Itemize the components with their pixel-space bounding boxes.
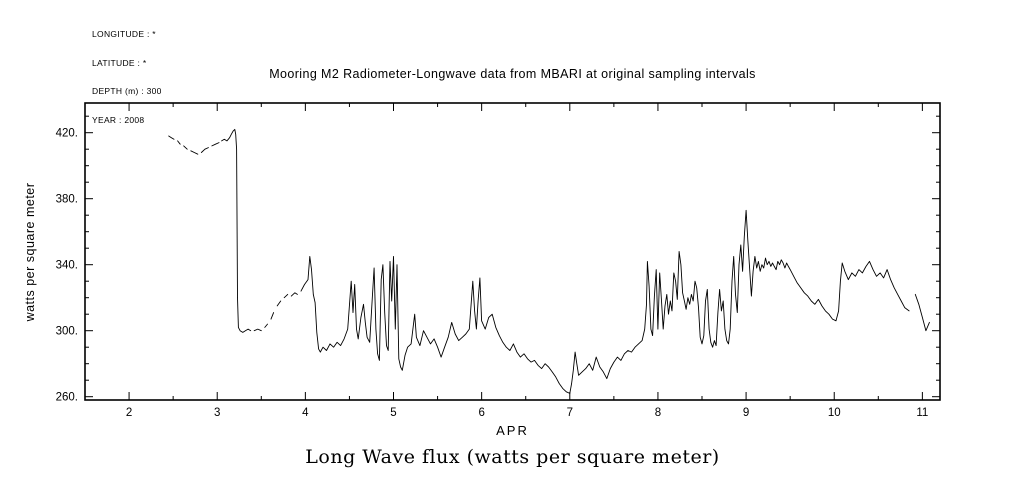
plot-frame	[84, 102, 941, 401]
x-tick-label: 9	[743, 407, 749, 419]
x-tick-label: 5	[390, 407, 396, 419]
x-tick-label: 11	[916, 407, 928, 419]
metadata-line-depth: DEPTH (m) : 300	[92, 86, 162, 96]
x-tick-label: 8	[655, 407, 661, 419]
y-tick-label: 300.	[56, 326, 78, 338]
x-tick-label: 3	[214, 407, 220, 419]
x-tick-label: 7	[567, 407, 573, 419]
x-tick-label: 6	[478, 407, 484, 419]
metadata-block: LONGITUDE : * LATITUDE : * DEPTH (m) : 3…	[92, 11, 162, 144]
y-tick-label: 260.	[56, 392, 78, 404]
x-axis-label: APR	[496, 423, 529, 438]
x-tick-label: 2	[126, 407, 132, 419]
y-tick-label: 420.	[56, 128, 78, 140]
series-line	[168, 128, 930, 394]
x-tick-label: 4	[302, 407, 309, 419]
metadata-line-longitude: LONGITUDE : *	[92, 29, 156, 39]
y-tick-label: 380.	[56, 194, 78, 206]
metadata-line-latitude: LATITUDE : *	[92, 57, 147, 68]
y-tick-label: 340.	[56, 260, 78, 272]
chart-title: Mooring M2 Radiometer-Longwave data from…	[269, 67, 756, 81]
x-tick-label: 10	[828, 407, 841, 419]
metadata-line-year: YEAR : 2008	[92, 114, 145, 125]
figure-caption: Long Wave flux (watts per square meter)	[305, 446, 720, 468]
